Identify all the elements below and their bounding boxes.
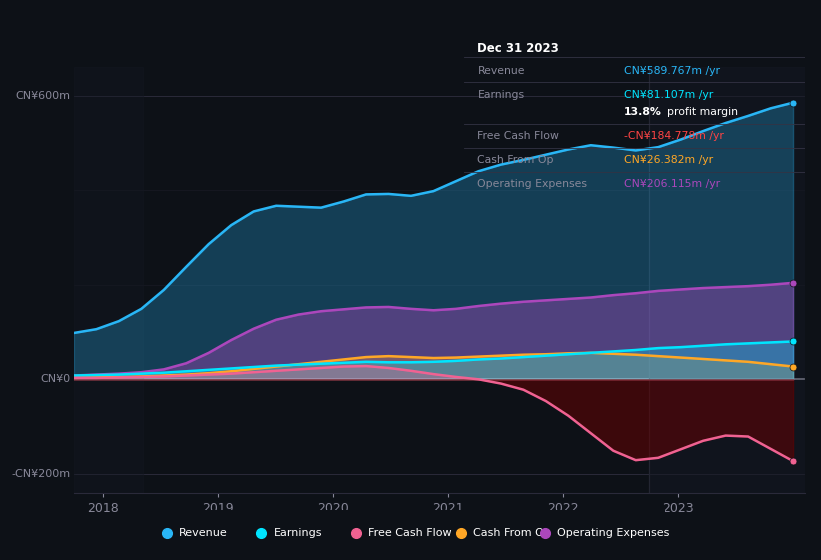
Text: Cash From Op: Cash From Op [473,529,551,538]
Text: Free Cash Flow: Free Cash Flow [478,132,559,141]
FancyBboxPatch shape [129,508,676,558]
Text: Dec 31 2023: Dec 31 2023 [478,42,559,55]
Text: CN¥26.382m /yr: CN¥26.382m /yr [624,155,713,165]
Text: CN¥0: CN¥0 [40,374,71,384]
Bar [74,67,143,493]
Text: profit margin: profit margin [667,108,737,118]
Text: Earnings: Earnings [478,90,525,100]
Text: CN¥589.767m /yr: CN¥589.767m /yr [624,66,720,76]
Bar [649,67,805,493]
Text: Earnings: Earnings [273,529,322,538]
Text: Free Cash Flow: Free Cash Flow [368,529,452,538]
Text: CN¥600m: CN¥600m [16,91,71,101]
Text: Operating Expenses: Operating Expenses [557,529,670,538]
Text: Operating Expenses: Operating Expenses [478,179,588,189]
Text: Revenue: Revenue [179,529,227,538]
Text: -CN¥184.778m /yr: -CN¥184.778m /yr [624,132,724,141]
Text: Cash From Op: Cash From Op [478,155,554,165]
Text: -CN¥200m: -CN¥200m [11,469,71,479]
Text: Revenue: Revenue [478,66,525,76]
Text: 13.8%: 13.8% [624,108,662,118]
Text: CN¥206.115m /yr: CN¥206.115m /yr [624,179,720,189]
Text: CN¥81.107m /yr: CN¥81.107m /yr [624,90,713,100]
